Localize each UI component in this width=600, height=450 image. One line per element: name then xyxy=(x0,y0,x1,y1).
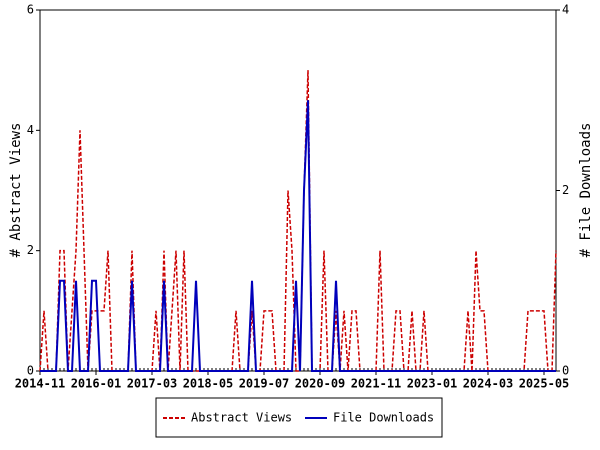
y-tick-label: 6 xyxy=(27,3,34,17)
series-line xyxy=(40,100,556,372)
x-tick-label: 2017-03 xyxy=(127,377,178,391)
x-tick-label: 2016-01 xyxy=(71,377,122,391)
x-tick-label: 2023-01 xyxy=(407,377,458,391)
legend-box xyxy=(155,397,443,438)
y2-tick-label: 4 xyxy=(562,3,569,17)
x-tick-label: 2025-05 xyxy=(519,377,570,391)
y-tick-label: 4 xyxy=(27,123,34,137)
x-tick-label: 2014-11 xyxy=(15,377,66,391)
x-tick-label: 2018-05 xyxy=(183,377,234,391)
y-tick-label: 2 xyxy=(27,243,34,257)
x-tick-label: 2024-03 xyxy=(463,377,514,391)
x-tick-label: 2020-09 xyxy=(295,377,346,391)
y-axis-title: # Abstract Views xyxy=(8,123,24,258)
y-tick-label: 0 xyxy=(27,364,34,378)
legend-label: File Downloads xyxy=(333,411,434,425)
y2-tick-label: 2 xyxy=(562,183,569,197)
y2-axis-title: # File Downloads xyxy=(578,123,594,258)
x-tick-label: 2021-11 xyxy=(351,377,402,391)
y2-tick-label: 0 xyxy=(562,364,569,378)
legend-label: Abstract Views xyxy=(191,411,292,425)
x-tick-label: 2019-07 xyxy=(239,377,290,391)
